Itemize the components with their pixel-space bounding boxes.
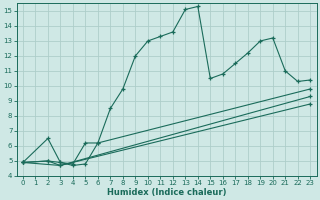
X-axis label: Humidex (Indice chaleur): Humidex (Indice chaleur) (107, 188, 226, 197)
